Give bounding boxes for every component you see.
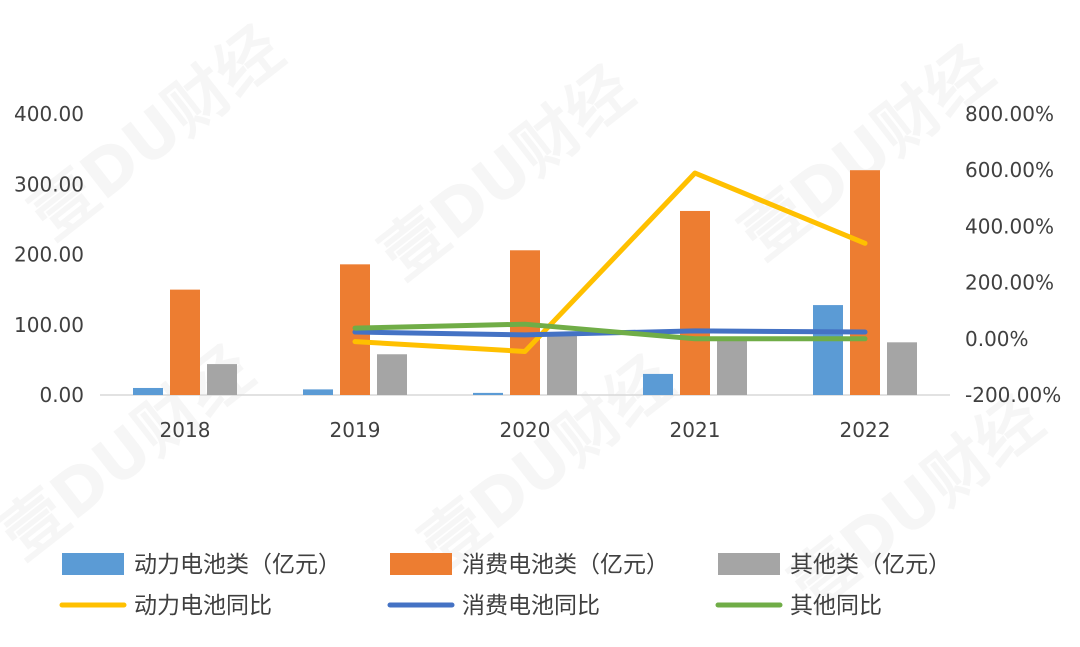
bar-其他类（亿元）-2021 <box>717 339 747 395</box>
bar-消费电池类（亿元）-2018 <box>170 289 200 395</box>
x-tick-label: 2021 <box>670 418 721 442</box>
bar-消费电池类（亿元）-2021 <box>680 210 710 395</box>
y-axis-left: 0.00 100.00 200.00 300.00 400.00 <box>14 102 84 407</box>
x-tick-label: 2022 <box>840 418 891 442</box>
watermark-text-0: 壹DU财经 <box>17 13 297 254</box>
x-tick-label: 2020 <box>500 418 551 442</box>
x-tick-label: 2019 <box>330 418 381 442</box>
legend: 动力电池类（亿元） 消费电池类（亿元） 其他类（亿元） 动力电池同比 消费电池同比 其他同… <box>59 552 951 619</box>
bar-消费电池类（亿元）-2022 <box>850 170 880 395</box>
legend-label-其他同比: 其他同比 <box>790 593 882 619</box>
legend-label-其他类（亿元）: 其他类（亿元） <box>790 552 951 578</box>
bar-动力电池类（亿元）-2021 <box>643 373 673 395</box>
legend-swatch-消费电池类（亿元） <box>390 553 452 575</box>
x-tick-label: 2018 <box>160 418 211 442</box>
bar-其他类（亿元）-2019 <box>377 354 407 395</box>
y-right-tick-label: 600.00% <box>965 158 1054 182</box>
watermark-text-5: 壹DU财经 <box>777 383 1057 624</box>
line-其他同比 <box>352 321 868 342</box>
bar-动力电池类（亿元）-2020 <box>473 392 503 395</box>
y-right-tick-label: 400.00% <box>965 214 1054 238</box>
watermark-text-1: 壹DU财经 <box>367 53 647 294</box>
legend-label-消费电池类（亿元）: 消费电池类（亿元） <box>462 552 669 578</box>
bar-动力电池类（亿元）-2019 <box>303 389 333 395</box>
y-right-tick-label: 200.00% <box>965 271 1054 295</box>
y-left-tick-label: 200.00 <box>14 243 84 267</box>
bar-动力电池类（亿元）-2018 <box>133 387 163 395</box>
y-right-tick-label: 0.00% <box>965 327 1029 351</box>
bar-其他类（亿元）-2018 <box>207 364 237 395</box>
legend-swatch-动力电池类（亿元） <box>62 553 124 575</box>
bar-动力电池类（亿元）-2022 <box>813 305 843 395</box>
y-left-tick-label: 0.00 <box>39 383 84 407</box>
legend-label-动力电池同比: 动力电池同比 <box>134 593 272 619</box>
line-series-group <box>352 170 868 354</box>
y-right-tick-label: 800.00% <box>965 102 1054 126</box>
y-left-tick-label: 100.00 <box>14 313 84 337</box>
y-right-tick-label: -200.00% <box>965 383 1061 407</box>
bar-其他类（亿元）-2022 <box>887 342 917 395</box>
legend-label-动力电池类（亿元）: 动力电池类（亿元） <box>134 552 341 578</box>
y-axis-right: -200.00% 0.00% 200.00% 400.00% 600.00% 800.00… <box>965 102 1061 407</box>
line-动力电池同比 <box>352 170 868 354</box>
bar-其他类（亿元）-2020 <box>547 333 577 395</box>
x-axis: 2018 2019 2020 2021 2022 <box>160 418 891 442</box>
legend-label-消费电池同比: 消费电池同比 <box>462 593 600 619</box>
legend-swatch-其他类（亿元） <box>718 553 780 575</box>
y-left-tick-label: 400.00 <box>14 102 84 126</box>
y-left-tick-label: 300.00 <box>14 172 84 196</box>
